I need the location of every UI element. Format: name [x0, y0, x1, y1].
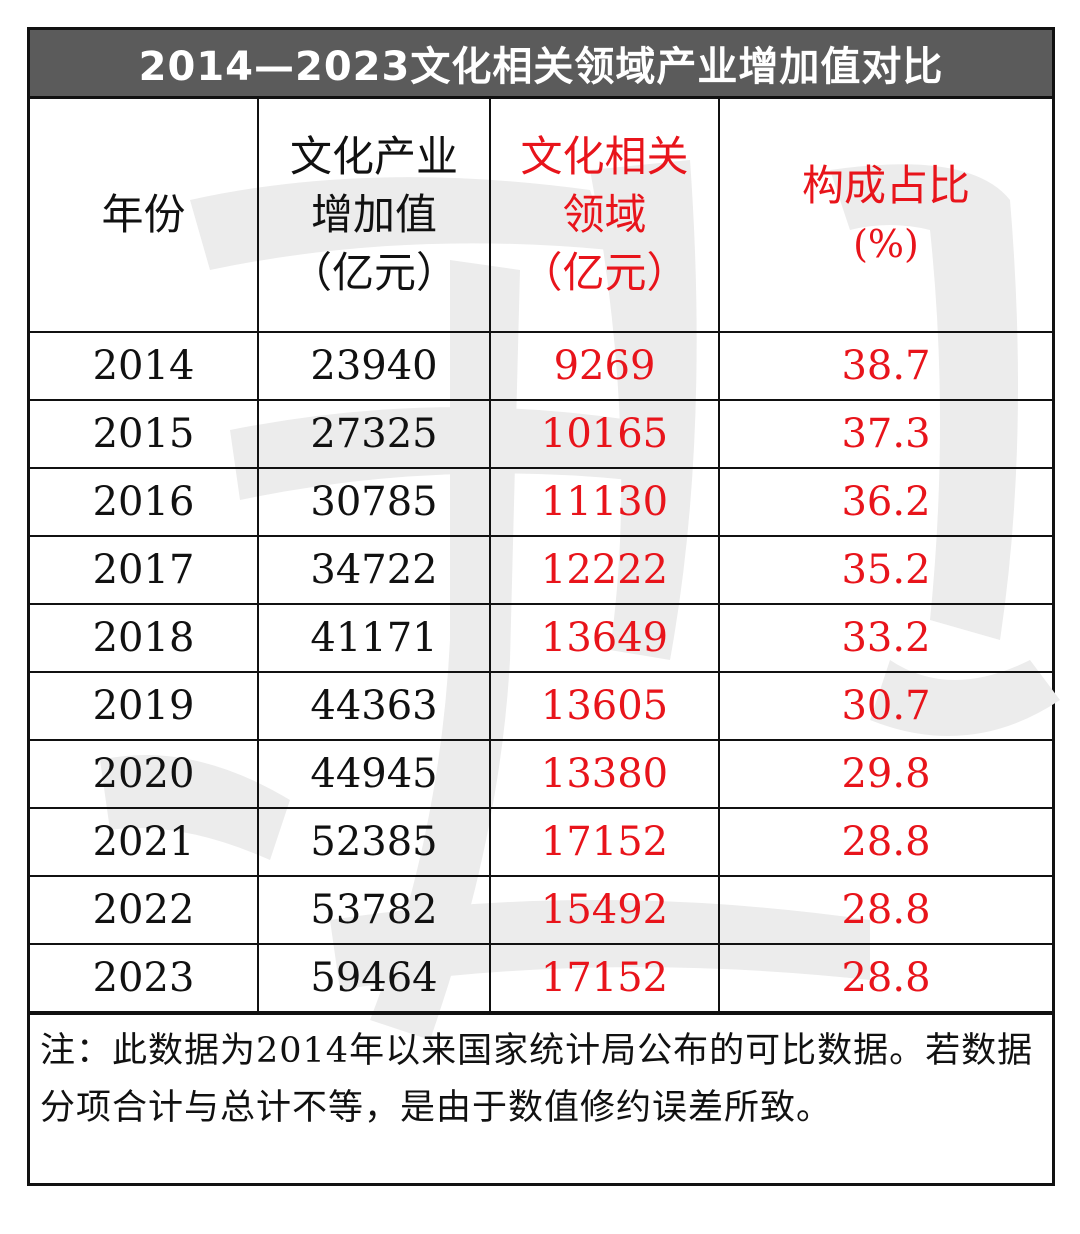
table-body: 2014 23940 9269 38.7 2015 27325 10165 37.3 2016 3… — [30, 331, 1052, 1013]
cell-related-fields: 17152 — [489, 807, 720, 877]
header-related-fields-line-3: （亿元） — [520, 248, 689, 297]
cell-related-fields: 9269 — [489, 331, 720, 401]
cell-share: 33.2 — [718, 603, 1052, 673]
table-row: 2015 27325 10165 37.3 — [30, 399, 1052, 469]
table-row: 2022 53782 15492 28.8 — [30, 875, 1052, 945]
header-related-fields-line-1: 文化相关 — [520, 132, 689, 181]
cell-culture-industry: 59464 — [257, 943, 491, 1013]
cell-year: 2015 — [30, 399, 259, 469]
cell-culture-industry: 23940 — [257, 331, 491, 401]
cell-culture-industry: 34722 — [257, 535, 491, 605]
cell-related-fields: 13605 — [489, 671, 720, 741]
header-share: 构成占比 (%) — [718, 99, 1052, 333]
footnote: 注：此数据为2014年以来国家统计局公布的可比数据。若数据分项合计与总计不等，是… — [30, 1013, 1052, 1183]
cell-year: 2014 — [30, 331, 259, 401]
cell-share: 28.8 — [718, 943, 1052, 1013]
cell-share: 38.7 — [718, 331, 1052, 401]
cell-year: 2021 — [30, 807, 259, 877]
table-row: 2020 44945 13380 29.8 — [30, 739, 1052, 809]
cell-culture-industry: 44945 — [257, 739, 491, 809]
header-culture-industry-line-3: （亿元） — [289, 248, 458, 297]
cell-related-fields: 13380 — [489, 739, 720, 809]
cell-related-fields: 17152 — [489, 943, 720, 1013]
table-row: 2023 59464 17152 28.8 — [30, 943, 1052, 1013]
cell-related-fields: 11130 — [489, 467, 720, 537]
header-row: 年份 文化产业 增加值 （亿元） 文化相关 领域 （亿元） 构成占比 (%) — [30, 99, 1052, 333]
cell-year: 2016 — [30, 467, 259, 537]
cell-culture-industry: 52385 — [257, 807, 491, 877]
header-share-line-1: 构成占比 — [801, 161, 970, 210]
cell-culture-industry: 27325 — [257, 399, 491, 469]
cell-year: 2023 — [30, 943, 259, 1013]
cell-related-fields: 13649 — [489, 603, 720, 673]
table-row: 2014 23940 9269 38.7 — [30, 331, 1052, 401]
cell-share: 36.2 — [718, 467, 1052, 537]
cell-related-fields: 15492 — [489, 875, 720, 945]
cell-related-fields: 10165 — [489, 399, 720, 469]
data-table: 年份 文化产业 增加值 （亿元） 文化相关 领域 （亿元） 构成占比 (%) 2… — [30, 99, 1052, 1013]
cell-share: 35.2 — [718, 535, 1052, 605]
table-row: 2019 44363 13605 30.7 — [30, 671, 1052, 741]
header-year-line: 年份 — [101, 190, 186, 239]
table-title: 2014—2023文化相关领域产业增加值对比 — [30, 30, 1052, 99]
table-row: 2021 52385 17152 28.8 — [30, 807, 1052, 877]
cell-year: 2020 — [30, 739, 259, 809]
cell-culture-industry: 53782 — [257, 875, 491, 945]
header-culture-industry-line-1: 文化产业 — [289, 132, 458, 181]
cell-share: 28.8 — [718, 875, 1052, 945]
cell-share: 29.8 — [718, 739, 1052, 809]
header-share-line-2: (%) — [853, 222, 919, 266]
table-row: 2017 34722 12222 35.2 — [30, 535, 1052, 605]
cell-year: 2019 — [30, 671, 259, 741]
table-row: 2016 30785 11130 36.2 — [30, 467, 1052, 537]
cell-culture-industry: 44363 — [257, 671, 491, 741]
header-year: 年份 — [30, 99, 259, 333]
cell-year: 2022 — [30, 875, 259, 945]
header-culture-industry-line-2: 增加值 — [310, 190, 437, 239]
cell-share: 37.3 — [718, 399, 1052, 469]
header-related-fields-line-2: 领域 — [562, 190, 647, 239]
cell-share: 30.7 — [718, 671, 1052, 741]
cell-culture-industry: 30785 — [257, 467, 491, 537]
cell-year: 2018 — [30, 603, 259, 673]
table-frame: 2014—2023文化相关领域产业增加值对比 年份 文化产业 增加值 — [27, 27, 1060, 1186]
cell-year: 2017 — [30, 535, 259, 605]
cell-share: 28.8 — [718, 807, 1052, 877]
header-related-fields: 文化相关 领域 （亿元） — [489, 99, 720, 333]
cell-culture-industry: 41171 — [257, 603, 491, 673]
table-row: 2018 41171 13649 33.2 — [30, 603, 1052, 673]
cell-related-fields: 12222 — [489, 535, 720, 605]
header-culture-industry: 文化产业 增加值 （亿元） — [257, 99, 491, 333]
